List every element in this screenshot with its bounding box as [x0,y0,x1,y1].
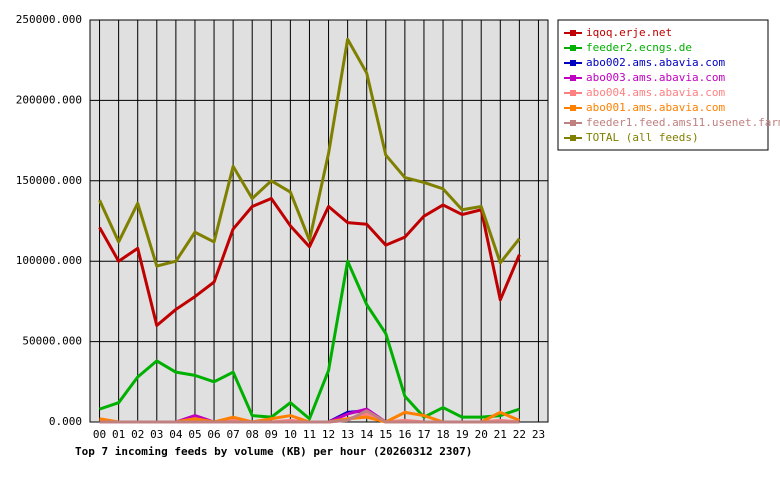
y-tick-label: 200000.000 [16,93,82,106]
x-tick-label: 08 [246,428,259,441]
y-tick-label: 50000.000 [22,335,82,348]
legend-label: abo004.ams.abavia.com [586,86,725,99]
y-tick-label: 150000.000 [16,174,82,187]
legend-box [557,19,769,151]
legend-marker [570,45,576,51]
x-tick-label: 16 [398,428,411,441]
series-line [98,196,521,328]
x-tick-label: 01 [112,428,125,441]
legend-label: feeder2.ecngs.de [586,41,692,54]
y-tick-label: 250000.000 [16,13,82,26]
legend-marker [570,60,576,66]
legend-label: iqoq.erje.net [586,26,672,39]
legend-marker [570,120,576,126]
x-tick-label: 11 [303,428,316,441]
legend-marker [570,90,576,96]
legend-marker [570,75,576,81]
legend-marker [570,135,576,141]
x-tick-label: 07 [227,428,240,441]
series-line [98,37,521,268]
series-line [99,259,520,421]
legend-label: abo001.ams.abavia.com [586,101,725,114]
x-tick-label: 10 [284,428,297,441]
x-tick-label: 22 [513,428,526,441]
x-tick-label: 00 [93,428,106,441]
y-tick-label: 0.000 [49,415,82,428]
chart-title: Top 7 incoming feeds by volume (KB) per … [75,445,472,458]
x-tick-label: 02 [131,428,144,441]
legend-marker [570,105,576,111]
plot-area [89,19,549,423]
x-tick-label: 06 [207,428,220,441]
legend-marker [570,30,576,36]
x-tick-label: 05 [188,428,201,441]
x-tick-label: 09 [265,428,278,441]
legend-label: feeder1.feed.ams11.usenet.farm [586,116,780,129]
x-tick-label: 04 [169,428,183,441]
series-line [99,409,520,424]
y-tick-label: 100000.000 [16,254,82,267]
legend-label: abo002.ams.abavia.com [586,56,725,69]
x-tick-label: 21 [494,428,507,441]
x-tick-label: 13 [341,428,354,441]
legend-label: abo003.ams.abavia.com [586,71,725,84]
x-tick-label: 19 [456,428,469,441]
x-tick-label: 20 [475,428,488,441]
legend-label: TOTAL (all feeds) [586,131,699,144]
x-tick-label: 17 [417,428,430,441]
x-tick-label: 15 [379,428,392,441]
x-tick-label: 14 [360,428,374,441]
x-tick-label: 12 [322,428,335,441]
x-tick-label: 23 [532,428,545,441]
x-tick-label: 18 [436,428,449,441]
x-tick-label: 03 [150,428,163,441]
